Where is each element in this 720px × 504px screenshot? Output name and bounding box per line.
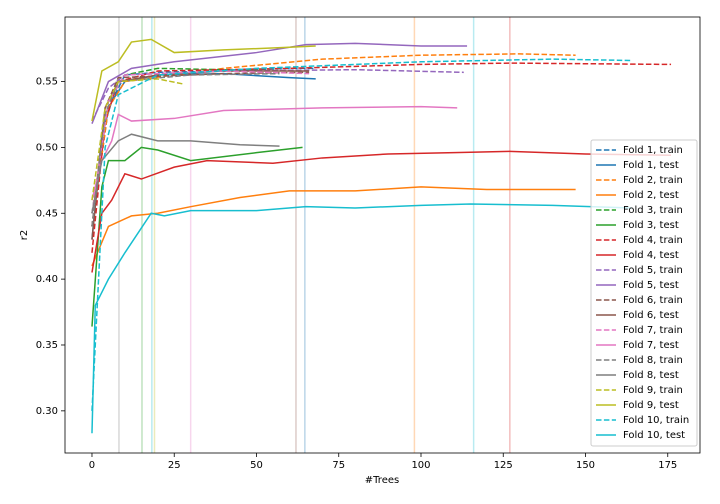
y-tick-label: 0.40	[36, 274, 58, 285]
series-line	[91, 133, 280, 214]
series-line	[91, 105, 458, 201]
y-axis-label: r2	[19, 230, 30, 240]
legend-label: Fold 8, train	[623, 355, 683, 366]
x-tick-label: 0	[89, 460, 95, 471]
legend-label: Fold 1, train	[623, 145, 683, 156]
legend-label: Fold 4, train	[623, 235, 683, 246]
x-tick-label: 125	[494, 460, 513, 471]
x-tick-label: 50	[250, 460, 263, 471]
x-tick-label: 75	[332, 460, 345, 471]
legend-label: Fold 3, test	[623, 220, 679, 231]
y-tick-label: 0.35	[36, 340, 58, 351]
legend-label: Fold 2, train	[623, 175, 683, 186]
y-tick-label: 0.55	[36, 77, 58, 88]
series-line	[91, 38, 316, 122]
series-line	[91, 42, 468, 124]
legend-label: Fold 9, train	[623, 385, 683, 396]
series-line	[91, 67, 316, 227]
legend-label: Fold 5, train	[623, 265, 683, 276]
series-line	[91, 78, 185, 201]
legend-label: Fold 5, test	[623, 280, 679, 291]
legend-label: Fold 7, test	[623, 340, 679, 351]
legend-label: Fold 3, train	[623, 205, 683, 216]
plot-frame	[64, 16, 701, 454]
x-tick-label: 25	[168, 460, 181, 471]
series-line	[91, 72, 280, 227]
series-line	[91, 146, 303, 327]
legend-label: Fold 10, train	[623, 415, 689, 426]
x-axis-label: #Trees	[365, 475, 399, 486]
legend-label: Fold 10, test	[623, 430, 685, 441]
series-line	[91, 71, 310, 227]
legend-box	[590, 139, 698, 447]
legend-label: Fold 7, train	[623, 325, 683, 336]
series-line	[91, 70, 310, 240]
series-line	[91, 72, 316, 240]
legend-label: Fold 6, test	[623, 310, 679, 321]
series-line	[91, 62, 672, 253]
legend-label: Fold 8, test	[623, 370, 679, 381]
series-line	[91, 58, 632, 411]
series-line	[91, 186, 576, 267]
x-tick-label: 100	[411, 460, 430, 471]
y-tick-label: 0.45	[36, 208, 58, 219]
series-line	[91, 203, 632, 434]
legend-label: Fold 9, test	[623, 400, 679, 411]
x-tick-label: 150	[576, 460, 595, 471]
legend-label: Fold 4, test	[623, 250, 679, 261]
y-tick-label: 0.30	[36, 406, 58, 417]
x-tick-label: 175	[658, 460, 677, 471]
legend-label: Fold 1, test	[623, 160, 679, 171]
series-line	[91, 150, 672, 273]
series-line	[91, 53, 576, 227]
legend-label: Fold 6, train	[623, 295, 683, 306]
y-tick-label: 0.50	[36, 142, 58, 153]
legend-label: Fold 2, test	[623, 190, 679, 201]
